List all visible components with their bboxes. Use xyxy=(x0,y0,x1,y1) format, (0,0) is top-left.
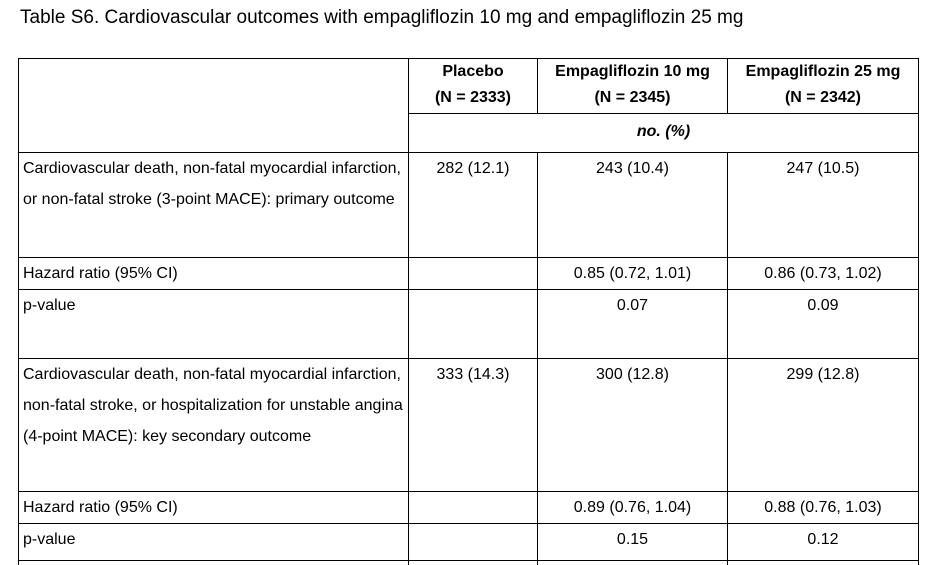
cell-empa10: 300 (12.8) xyxy=(537,358,728,492)
table-row: Hazard ratio (95% CI) 0.89 (0.76, 1.04) … xyxy=(18,491,919,524)
cell-empa25: 0.88 (0.76, 1.03) xyxy=(727,491,919,524)
table-title: Table S6. Cardiovascular outcomes with e… xyxy=(20,7,744,28)
row-label-hazard-ratio: Hazard ratio (95% CI) xyxy=(18,257,409,290)
cell-placebo: 282 (12.1) xyxy=(408,152,538,258)
column-name: Placebo xyxy=(442,63,504,80)
cell-empa25: 0.09 xyxy=(727,289,919,359)
cell-empa25: 0.12 xyxy=(727,523,919,561)
cell-placebo xyxy=(408,523,538,561)
cell-placebo: 333 (14.3) xyxy=(408,358,538,492)
cell-empa25: 0.86 (0.73, 1.02) xyxy=(727,257,919,290)
column-n: (N = 2345) xyxy=(594,89,671,106)
column-name: Empagliflozin 10 mg xyxy=(555,63,710,80)
table-row: Hazard ratio (95% CI) 0.85 (0.72, 1.01) … xyxy=(18,257,919,290)
cell-placebo xyxy=(408,257,538,290)
unit-row: no. (%) xyxy=(19,113,919,153)
cell-empa25: 247 (10.5) xyxy=(727,152,919,258)
header-cell-placebo: Placebo (N = 2333) xyxy=(408,58,538,114)
cell-empa10: 0.85 (0.72, 1.01) xyxy=(537,257,728,290)
row-label-4point-mace: Cardiovascular death, non-fatal myocardi… xyxy=(18,358,409,492)
header-cell-empty xyxy=(18,58,409,153)
cell-empa25: 299 (12.8) xyxy=(727,358,919,492)
clipped-cell xyxy=(18,560,409,565)
clipped-cell xyxy=(537,560,728,565)
header-cell-empagliflozin-25: Empagliflozin 25 mg (N = 2342) xyxy=(727,58,919,114)
row-label-p-value: p-value xyxy=(18,289,409,359)
row-label-3point-mace: Cardiovascular death, non-fatal myocardi… xyxy=(18,152,409,258)
cell-empa10: 0.89 (0.76, 1.04) xyxy=(537,491,728,524)
cell-placebo xyxy=(408,289,538,359)
table-row: Cardiovascular death, non-fatal myocardi… xyxy=(18,358,919,492)
outcomes-table: Placebo (N = 2333) Empagliflozin 10 mg (… xyxy=(18,58,919,565)
header-row: Placebo (N = 2333) Empagliflozin 10 mg (… xyxy=(18,58,919,153)
column-n: (N = 2342) xyxy=(784,89,862,106)
table-row: p-value 0.15 0.12 xyxy=(18,523,919,561)
column-name: Empagliflozin 25 mg xyxy=(745,63,901,80)
row-label-hazard-ratio: Hazard ratio (95% CI) xyxy=(18,491,409,524)
header-cell-empagliflozin-10: Empagliflozin 10 mg (N = 2345) xyxy=(537,58,728,114)
table-row: Cardiovascular death, non-fatal myocardi… xyxy=(18,152,919,258)
outcomes-table-container: Placebo (N = 2333) Empagliflozin 10 mg (… xyxy=(18,58,920,565)
unit-label: no. (%) xyxy=(408,113,919,153)
row-label-p-value: p-value xyxy=(18,523,409,561)
cell-empa10: 243 (10.4) xyxy=(537,152,728,258)
column-n: (N = 2333) xyxy=(434,89,512,106)
table-row: p-value 0.07 0.09 xyxy=(18,289,919,359)
clipped-cell xyxy=(727,560,919,565)
clipped-cell xyxy=(408,560,538,565)
cell-empa10: 0.07 xyxy=(537,289,728,359)
clipped-row xyxy=(18,560,919,565)
cell-empa10: 0.15 xyxy=(537,523,728,561)
cell-placebo xyxy=(408,491,538,524)
